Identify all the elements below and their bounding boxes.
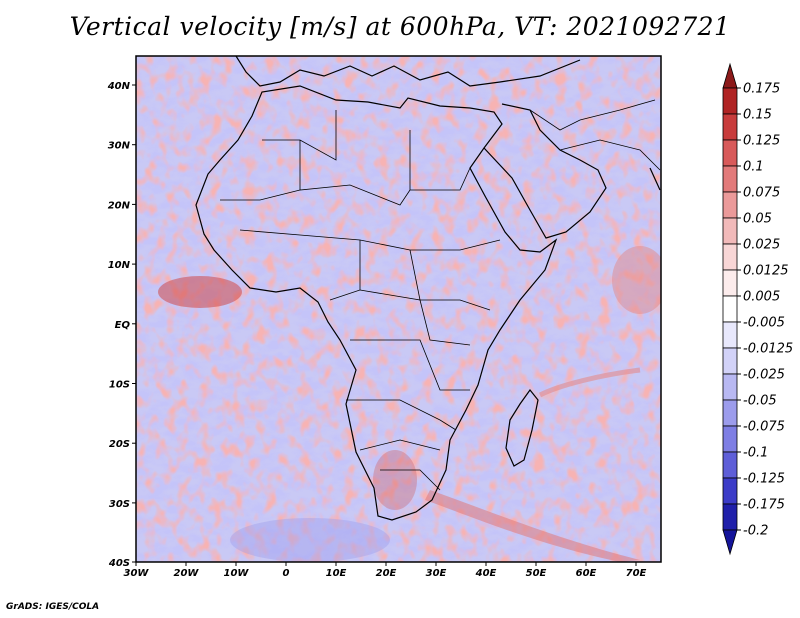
- map-frame: [135, 55, 662, 563]
- colorbar-swatch: [722, 347, 738, 375]
- coastlines: [195, 56, 661, 521]
- europe-coastline: [235, 56, 581, 87]
- colorbar-label: 0.125: [743, 134, 780, 149]
- colorbar-label: -0.025: [743, 368, 785, 383]
- india-coastline: [649, 167, 661, 191]
- colorbar-label: 0.175: [743, 82, 780, 97]
- lon-tick-label: 30E: [426, 568, 447, 579]
- lon-tick-label: 10E: [326, 568, 347, 579]
- colorbar-bottom-arrow: [722, 529, 738, 556]
- map-title: Vertical velocity [m/s] at 600hPa, VT: 2…: [69, 12, 731, 41]
- colorbar-swatch: [722, 451, 738, 479]
- colorbar-label: -0.1: [743, 446, 768, 461]
- colorbar-label: -0.125: [743, 472, 785, 487]
- colorbar-swatch: [722, 87, 738, 115]
- colorbar-swatch: [722, 295, 738, 323]
- lat-tick-label: 20S: [109, 439, 130, 450]
- colorbar-label: -0.005: [743, 316, 785, 331]
- colorbar-label: 0.0125: [743, 264, 789, 279]
- lon-tick-label: 60E: [576, 568, 597, 579]
- colorbar-swatch: [722, 191, 738, 219]
- colorbar-swatch: [722, 503, 738, 531]
- latitude-axis: 40N 30N 20N 10N EQ 10S 20S 30S 40S: [107, 81, 136, 569]
- colorbar-label: 0.075: [743, 186, 780, 201]
- colorbar-label: 0.1: [743, 160, 764, 175]
- colorbar-swatch: [722, 165, 738, 193]
- lat-tick-label: 30N: [108, 141, 131, 152]
- colorbar-label: 0.005: [743, 290, 780, 305]
- colorbar-label: 0.05: [743, 212, 772, 227]
- colorbar-label: -0.05: [743, 394, 777, 409]
- lon-tick-label: 0: [283, 568, 290, 579]
- colorbar-swatch: [722, 399, 738, 427]
- colorbar-swatch: [722, 425, 738, 453]
- lat-tick-label: 10N: [108, 260, 131, 271]
- colorbar-swatch: [722, 321, 738, 349]
- lon-tick-label: 70E: [626, 568, 647, 579]
- lat-tick-label: 20N: [108, 200, 131, 211]
- africa-coastline: [195, 85, 558, 521]
- grads-credit: GrADS: IGES/COLA: [6, 602, 100, 612]
- colorbar-swatch: [722, 139, 738, 167]
- colorbar: 0.175 0.15 0.125 0.1 0.075 0.05 0.025 0.0125 0.0…: [722, 62, 793, 556]
- longitude-axis: 30W 20W 10W 0 10E 20E 30E 40E 50E 60E 70E: [124, 562, 647, 579]
- madagascar-coastline: [505, 389, 539, 467]
- arabia-coastline: [483, 103, 607, 239]
- colorbar-label: -0.075: [743, 420, 785, 435]
- lon-tick-label: 20E: [376, 568, 397, 579]
- lon-tick-label: 30W: [124, 568, 150, 579]
- lon-tick-label: 20W: [174, 568, 200, 579]
- colorbar-swatch: [722, 269, 738, 297]
- lon-tick-label: 10W: [224, 568, 250, 579]
- colorbar-swatch: [722, 373, 738, 401]
- colorbar-label: -0.175: [743, 498, 785, 513]
- colorbar-label: -0.2: [743, 524, 768, 539]
- colorbar-swatch: [722, 217, 738, 245]
- lon-tick-label: 40E: [475, 568, 497, 579]
- country-borders: [220, 99, 661, 491]
- colorbar-top-arrow: [722, 62, 738, 89]
- colorbar-swatch: [722, 243, 738, 271]
- lat-tick-label: 10S: [109, 380, 130, 391]
- colorbar-label: 0.15: [743, 108, 772, 123]
- colorbar-swatch: [722, 113, 738, 141]
- velocity-field: [136, 56, 661, 562]
- lat-tick-label: 40S: [108, 558, 130, 569]
- lon-tick-label: 50E: [526, 568, 547, 579]
- colorbar-label: 0.025: [743, 238, 780, 253]
- lat-tick-label: 30S: [109, 499, 130, 510]
- lat-tick-label: EQ: [115, 320, 131, 331]
- lat-tick-label: 40N: [107, 81, 131, 92]
- colorbar-swatch: [722, 477, 738, 505]
- colorbar-label: -0.0125: [743, 342, 793, 357]
